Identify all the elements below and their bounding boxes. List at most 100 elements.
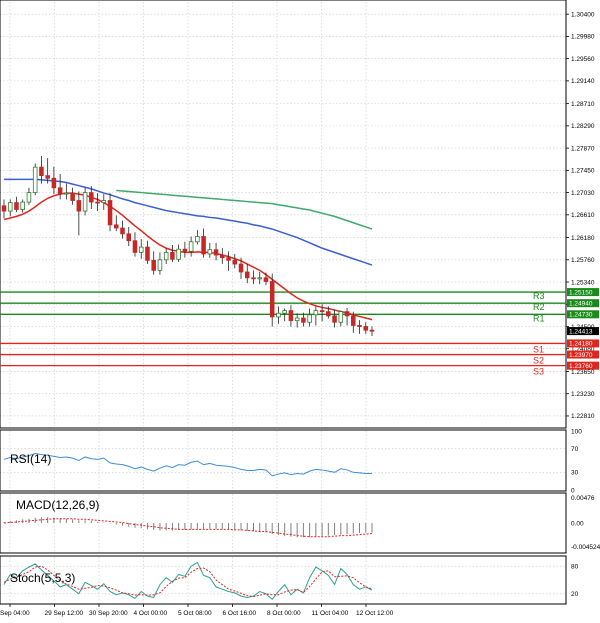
price-tick-label: 1.25340 xyxy=(571,279,595,286)
support-label: S2 xyxy=(533,356,544,366)
candle-body xyxy=(145,246,150,261)
resistance-price-badge-text: 1.24730 xyxy=(569,312,593,319)
support-label: S3 xyxy=(533,367,544,377)
price-tick-label: 1.25760 xyxy=(571,257,595,264)
candle-body xyxy=(263,277,269,282)
macd-tick-label: 0.00476 xyxy=(571,495,595,502)
resistance-price-badge xyxy=(567,310,599,319)
candle-body xyxy=(251,277,256,280)
resistance-price-badge-text: 1.25150 xyxy=(569,289,593,296)
price-tick-label: 1.28290 xyxy=(571,123,595,130)
candle-body xyxy=(220,254,225,259)
macd-tick-label: 0.00 xyxy=(571,520,584,527)
candle-body xyxy=(244,271,250,279)
candle-body xyxy=(363,326,369,331)
candle-body xyxy=(195,236,200,243)
time-tick-label: 6 Oct 16:00 xyxy=(223,610,257,617)
price-tick-label: 1.23650 xyxy=(571,369,595,376)
price-tick-label: 1.22810 xyxy=(571,413,595,420)
time-tick-label: 5 Oct 08:00 xyxy=(178,610,212,617)
candle-body xyxy=(326,311,331,317)
macd-tick-label: -0.004524 xyxy=(571,544,600,551)
candle-body xyxy=(70,192,75,201)
rsi-title: RSI(14) xyxy=(10,452,51,466)
macd-title: MACD(12,26,9) xyxy=(16,498,99,512)
candle-body xyxy=(294,317,300,322)
candle-body xyxy=(276,312,281,318)
candle-body xyxy=(114,224,119,229)
candle-body xyxy=(301,317,306,323)
candle-body xyxy=(157,259,163,271)
candle-body xyxy=(101,200,107,204)
current-price-badge-text: 1.24413 xyxy=(569,328,593,335)
candle-body xyxy=(20,201,25,210)
candle-body xyxy=(64,192,69,195)
candle-body xyxy=(307,314,312,323)
stoch-signal-line xyxy=(3,565,373,598)
time-tick-label: 29 Sep 12:00 xyxy=(45,610,84,617)
price-tick-label: 1.26610 xyxy=(571,212,595,219)
stoch-panel: 80 20 Stoch(5,5,3) xyxy=(0,555,579,605)
time-tick-label: Sep 04:00 xyxy=(0,610,30,617)
rsi-series xyxy=(3,452,372,477)
candle-body xyxy=(132,240,138,253)
time-tick-label: 4 Oct 00:00 xyxy=(134,610,168,617)
stoch-tick-label: 80 xyxy=(571,564,579,571)
candle-body xyxy=(207,249,213,255)
stoch-tick-label: 20 xyxy=(571,591,579,598)
candle-body xyxy=(313,310,319,316)
ma_mid-line xyxy=(4,178,373,266)
price-panel-frame xyxy=(0,0,567,429)
candle-body xyxy=(76,200,82,212)
time-tick-label: 8 Oct 00:00 xyxy=(267,610,301,617)
macd-panel: 0.00476 0.00 -0.004524 MACD(12,26,9) xyxy=(0,492,600,554)
candle-body xyxy=(257,277,263,280)
candle-body xyxy=(151,259,156,271)
time-tick-label: 11 Oct 04:00 xyxy=(312,610,349,617)
time-tick-label: 30 Sep 20:00 xyxy=(89,610,128,617)
price-tick-label: 1.29560 xyxy=(571,56,595,63)
current-price-badge xyxy=(567,327,599,336)
time-axis: Sep 04:00 29 Sep 12:00 30 Sep 20:00 4 Oct 0… xyxy=(0,604,394,617)
candle-body xyxy=(357,325,362,327)
candle-body xyxy=(282,310,287,314)
support-price-badge-text: 1.24180 xyxy=(569,341,593,348)
candle-body xyxy=(32,166,38,193)
macd-panel-frame xyxy=(0,492,567,554)
candlesticks xyxy=(1,156,375,337)
candle-body xyxy=(351,315,356,326)
candle-body xyxy=(14,202,19,210)
price-tick-label: 1.26180 xyxy=(571,235,595,242)
stoch-panel-frame xyxy=(0,555,567,605)
stoch-title: Stoch(5,5,3) xyxy=(10,571,75,585)
price-tick-label: 1.24080 xyxy=(571,346,595,353)
candle-body xyxy=(213,249,219,256)
candle-body xyxy=(232,259,238,265)
resistance-price-badge-text: 1.24940 xyxy=(569,300,593,307)
candle-body xyxy=(182,248,188,252)
rsi-tick-label: 100 xyxy=(571,428,582,435)
rsi-panel: 100 70 30 0 RSI(14) xyxy=(0,428,582,494)
resistance-label: R2 xyxy=(533,302,545,312)
candle-body xyxy=(188,241,194,252)
stoch-series xyxy=(3,561,373,601)
rsi-axis: 100 70 30 0 xyxy=(571,428,582,494)
candle-body xyxy=(107,200,113,226)
price-tick-label: 1.28710 xyxy=(571,101,595,108)
candle-body xyxy=(95,201,100,204)
rsi-line xyxy=(3,452,372,477)
price-tick-label: 1.29980 xyxy=(571,34,595,41)
candle-body xyxy=(176,248,181,260)
price-axis: 1.30400 1.29980 1.29560 1.29140 1.28710 1.282… xyxy=(566,11,599,420)
rsi-tick-label: 0 xyxy=(571,487,575,494)
candle-body xyxy=(238,263,244,273)
resistance-label: R3 xyxy=(533,291,545,301)
candle-body xyxy=(163,251,169,261)
macd-axis: 0.00476 0.00 -0.004524 xyxy=(571,495,600,551)
candle-body xyxy=(288,310,294,322)
ma_slow-line xyxy=(116,189,373,230)
candle-body xyxy=(319,310,325,313)
support-price-badge xyxy=(567,350,599,359)
candle-body xyxy=(338,311,344,323)
